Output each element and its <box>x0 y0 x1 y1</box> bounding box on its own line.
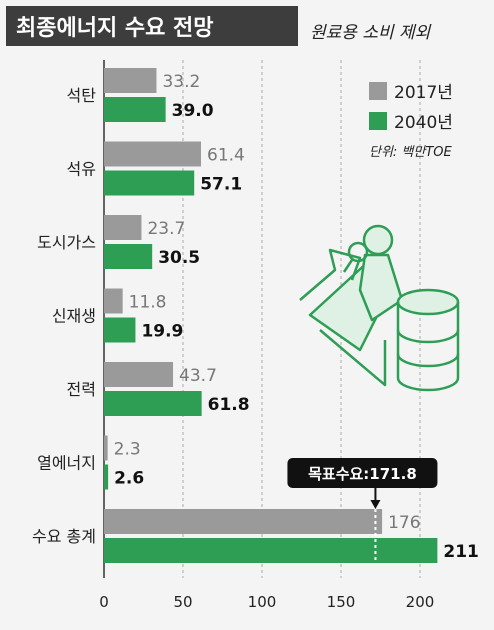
bar-2040 <box>104 97 166 122</box>
target-annotation: 목표수요:171.8 <box>287 458 438 563</box>
data-label-2017: 61.4 <box>207 146 245 166</box>
bar-2040 <box>104 464 109 490</box>
bars: 33.2 39.0 61.4 57.1 23.7 30.5 11.8 19.9 43.7 61.8… <box>104 68 479 563</box>
target-callout-label: 목표수요:171.8 <box>308 465 417 483</box>
legend-swatch-2040 <box>369 112 387 130</box>
x-axis: 0 50 100 150 200 <box>99 593 434 611</box>
chart-title: 최종에너지 수요 전망 <box>6 6 298 46</box>
legend: 2017년 2040년 단위: 백만TOE <box>369 82 453 160</box>
legend-label-2017: 2017년 <box>394 83 453 103</box>
bar-2040 <box>104 244 153 269</box>
bar-2040 <box>104 538 438 563</box>
category-label: 열에너지 <box>37 454 96 473</box>
bar-2017 <box>104 288 123 314</box>
bar-2017 <box>104 435 108 461</box>
data-label-2017: 176 <box>388 513 420 533</box>
bar-2040 <box>104 391 202 416</box>
energy-illustration-icon <box>299 224 460 392</box>
category-label: 도시가스 <box>37 233 96 252</box>
category-label: 석탄 <box>67 86 97 105</box>
data-label-2040: 2.6 <box>114 469 144 489</box>
bar-2017 <box>104 215 142 240</box>
target-callout-box <box>287 458 438 488</box>
data-label-2017: 43.7 <box>179 366 217 386</box>
chart-subtitle: 원료용 소비 제외 <box>310 23 431 43</box>
data-label-2017: 2.3 <box>114 440 141 460</box>
bar-2040 <box>104 317 136 343</box>
bar-2017 <box>104 509 383 534</box>
category-label: 수요 총계 <box>32 527 96 546</box>
legend-swatch-2017 <box>369 82 387 100</box>
bar-2040 <box>104 170 195 196</box>
data-label-2040: 39.0 <box>172 101 214 121</box>
data-label-2017: 23.7 <box>147 219 185 239</box>
target-arrow-head <box>370 500 381 509</box>
x-tick-label: 150 <box>327 593 356 611</box>
data-label-2040: 30.5 <box>158 248 200 268</box>
unit-label: 단위: 백만TOE <box>369 145 453 160</box>
data-label-2040: 57.1 <box>200 175 242 195</box>
x-tick-label: 0 <box>99 593 109 611</box>
category-label: 석유 <box>67 160 96 179</box>
data-label-2040: 19.9 <box>141 322 183 342</box>
category-label: 신재생 <box>52 307 96 326</box>
x-tick-label: 100 <box>248 593 277 611</box>
bar-2017 <box>104 68 157 93</box>
category-label: 전력 <box>67 380 96 399</box>
data-label-2017: 11.8 <box>129 293 167 313</box>
data-label-2040: 61.8 <box>208 395 250 415</box>
x-tick-label: 200 <box>406 593 435 611</box>
bar-2017 <box>104 141 202 167</box>
data-label-2017: 33.2 <box>162 72 200 92</box>
bar-2017 <box>104 362 174 387</box>
data-label-2040: 211 <box>443 542 479 562</box>
x-tick-label: 50 <box>173 593 192 611</box>
legend-label-2040: 2040년 <box>394 113 453 133</box>
